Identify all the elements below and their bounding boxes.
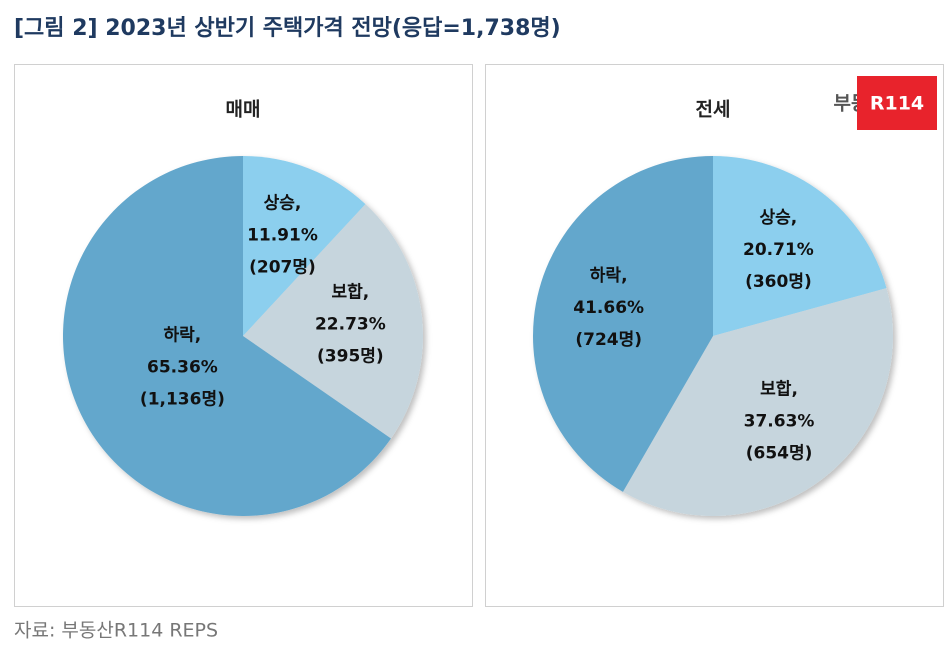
pie-slice bbox=[532, 156, 713, 492]
slice-category: 보합, bbox=[760, 378, 798, 399]
slice-category: 하락, bbox=[164, 326, 202, 346]
slice-percent: 20.71% bbox=[743, 240, 814, 260]
slice-percent: 11.91% bbox=[247, 225, 318, 245]
logo-badge bbox=[857, 76, 937, 130]
slice-percent: 22.73% bbox=[315, 314, 386, 334]
source-note: 자료: 부동산R114 REPS bbox=[14, 620, 218, 642]
slice-percent: 41.66% bbox=[573, 298, 644, 318]
slice-category: 보합, bbox=[331, 281, 369, 302]
slice-count: (1,136명) bbox=[140, 390, 225, 410]
pie-title: 매매 bbox=[226, 99, 261, 121]
figure-title: [그림 2] 2023년 상반기 주택가격 전망(응답=1,738명) bbox=[14, 16, 561, 41]
pie-title: 전세 bbox=[696, 99, 731, 121]
slice-count: (654명) bbox=[746, 443, 813, 463]
pie-slice bbox=[713, 156, 887, 336]
slice-percent: 65.36% bbox=[147, 358, 218, 378]
pie-slice bbox=[243, 156, 366, 336]
slice-count: (207명) bbox=[249, 257, 316, 277]
logo-badge-text: R114 bbox=[870, 93, 924, 115]
pie-slice bbox=[63, 156, 391, 516]
pie bbox=[532, 156, 893, 517]
slice-category: 상승, bbox=[760, 208, 798, 228]
pie bbox=[63, 156, 424, 516]
pie-slice bbox=[243, 204, 424, 439]
slice-category: 하락, bbox=[590, 266, 628, 286]
slice-percent: 37.63% bbox=[744, 411, 815, 431]
pie-slice bbox=[622, 288, 893, 517]
slice-count: (724명) bbox=[575, 330, 642, 350]
slice-category: 상승, bbox=[264, 193, 302, 213]
slice-count: (395명) bbox=[317, 346, 384, 366]
slice-count: (360명) bbox=[745, 272, 812, 292]
